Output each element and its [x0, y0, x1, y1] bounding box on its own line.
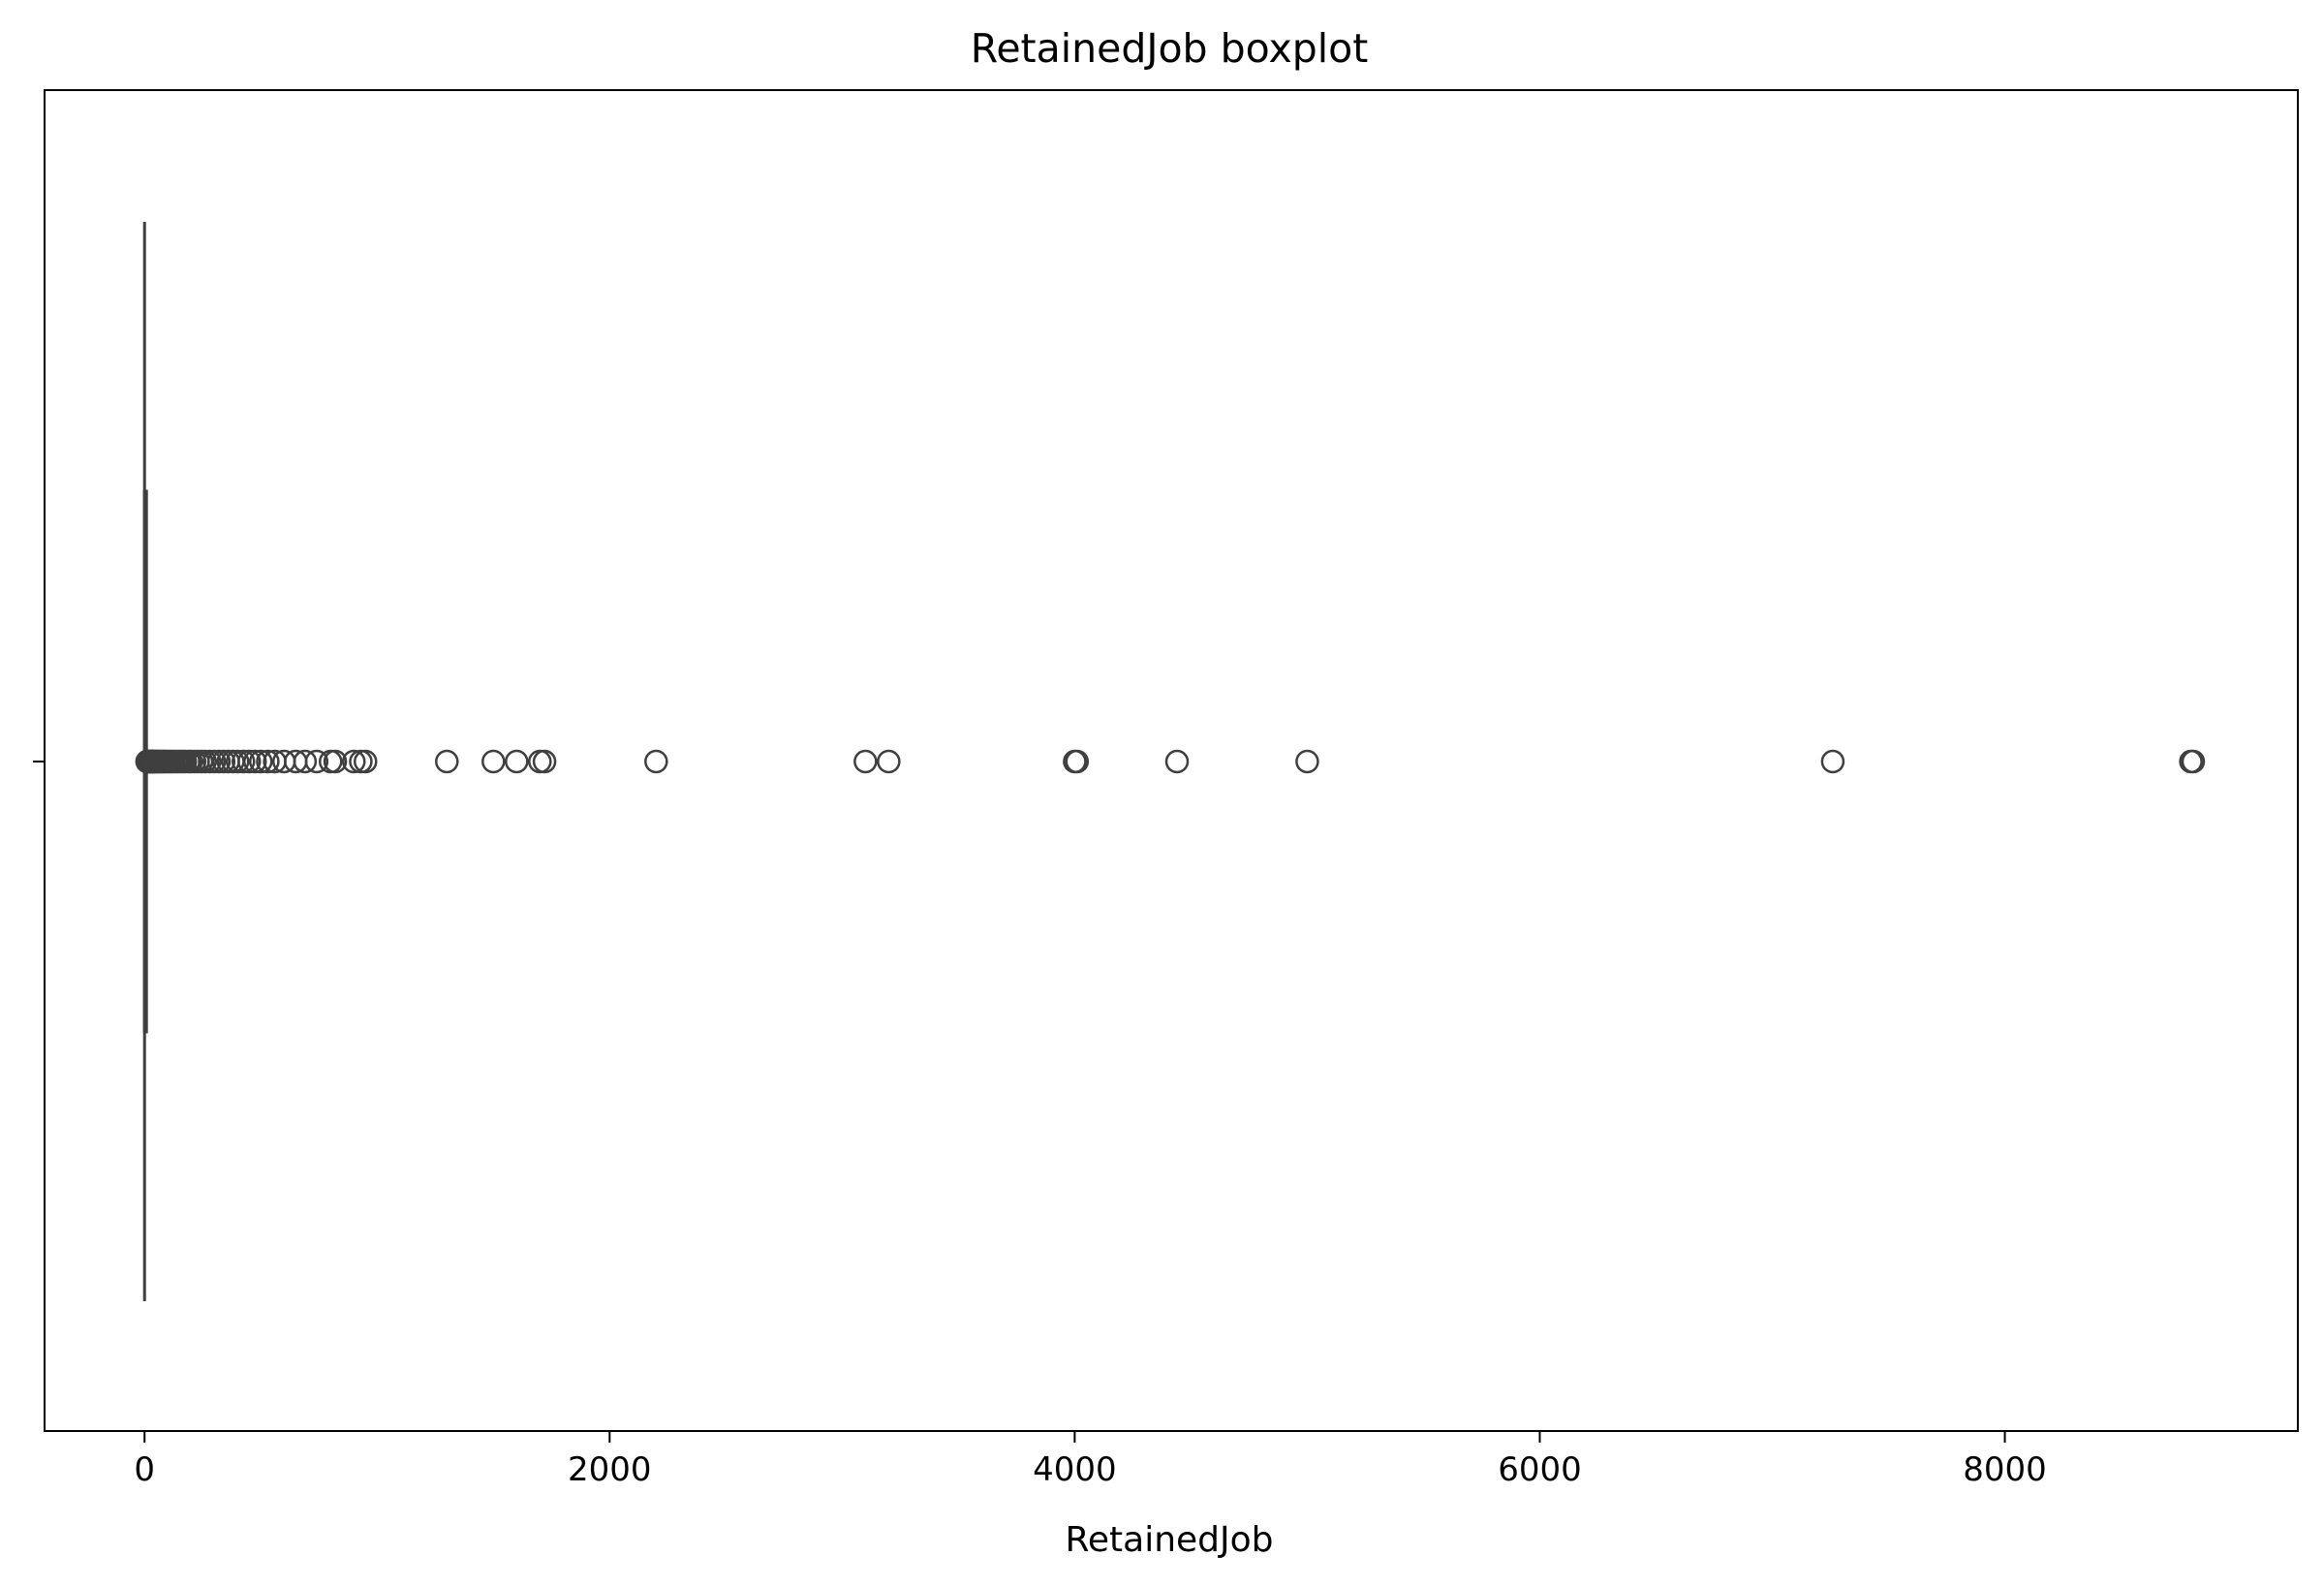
outlier-point [877, 749, 901, 774]
outlier-point [1164, 749, 1190, 774]
outlier-point [532, 749, 557, 774]
plot-area [135, 222, 2206, 1301]
outlier-point [435, 749, 459, 774]
outlier-point [481, 749, 506, 774]
outlier-point [1295, 749, 1319, 774]
outlier-point [644, 749, 668, 774]
outlier-point [1065, 749, 1090, 774]
outlier-point [342, 749, 366, 774]
x-tick-label: 2000 [568, 1450, 652, 1489]
outlier-point [354, 749, 378, 774]
outlier-point [248, 749, 273, 774]
x-tick-label: 4000 [1033, 1450, 1117, 1489]
chart-title: RetainedJob boxplot [971, 25, 1369, 72]
outlier-point [1820, 749, 1845, 774]
outlier-point [293, 749, 318, 774]
x-tick-label: 0 [134, 1450, 155, 1489]
outlier-point [505, 749, 529, 774]
x-axis: 0 2000 4000 6000 8000 [134, 1431, 2047, 1489]
outlier-point [304, 749, 329, 774]
outlier-point [323, 749, 348, 774]
outlier-point [256, 749, 280, 774]
outlier-point [853, 749, 878, 774]
x-axis-label: RetainedJob [1065, 1520, 1273, 1560]
outlier-point [242, 749, 267, 774]
outlier-point [236, 749, 262, 774]
x-tick-label: 8000 [1963, 1450, 2047, 1489]
outlier-point [231, 749, 256, 774]
x-tick-label: 6000 [1498, 1450, 1582, 1489]
outlier-point [2181, 749, 2206, 774]
outlier-point [225, 749, 250, 774]
